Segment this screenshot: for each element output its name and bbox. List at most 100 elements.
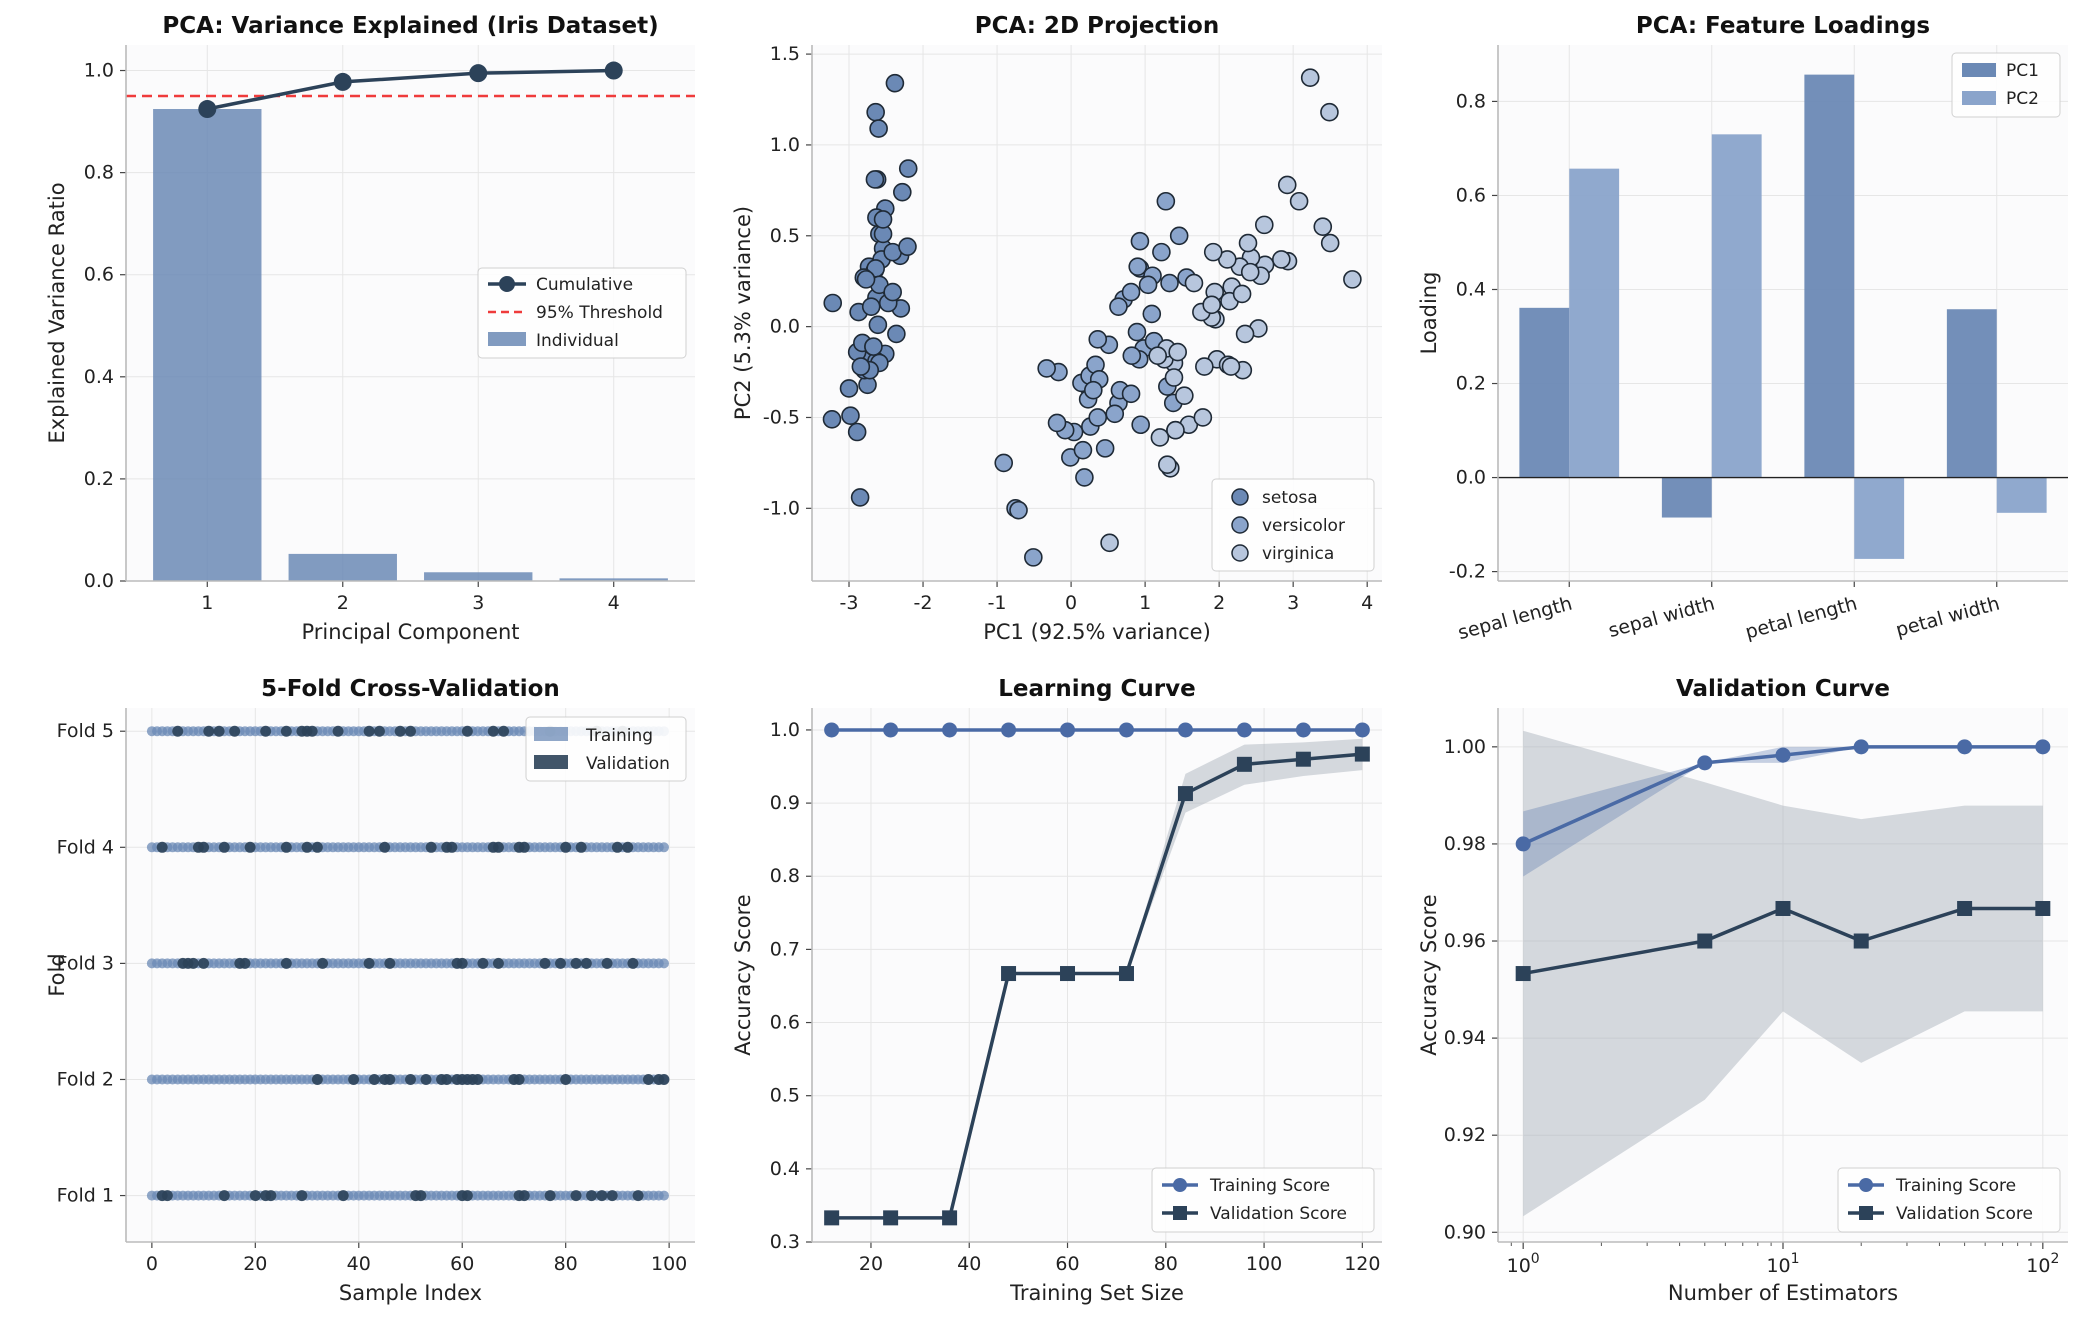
y-tick-label: 0.8 <box>770 865 800 887</box>
point-setosa <box>898 159 918 178</box>
validation-point <box>632 1190 644 1202</box>
validation-point <box>570 1190 582 1202</box>
training-point <box>1515 836 1531 852</box>
validation-point <box>513 1073 525 1085</box>
y-tick-label: 0.8 <box>84 162 114 184</box>
y-tick-label: 1.5 <box>770 43 800 65</box>
x-tick-label: -3 <box>840 592 859 614</box>
chart-title: PCA: Feature Loadings <box>1636 13 1930 39</box>
point-versicolor <box>1105 404 1125 424</box>
training-point <box>1775 747 1791 763</box>
legend-swatch <box>1231 516 1249 534</box>
point-setosa <box>866 102 885 122</box>
legend-swatch <box>488 332 526 346</box>
y-axis-label: Accuracy Score <box>731 894 755 1055</box>
validation-point <box>415 1190 427 1202</box>
validation-point <box>1515 966 1531 982</box>
validation-point <box>575 841 587 853</box>
legend-swatch <box>1859 1206 1873 1220</box>
x-tick-label: sepal length <box>1456 593 1575 645</box>
y-tick-label: 0.92 <box>1444 1124 1486 1146</box>
x-tick-exponent: 0 <box>1531 1251 1540 1267</box>
legend-label: Training Score <box>1209 1176 1330 1196</box>
validation-point <box>265 1190 277 1202</box>
legend-swatch <box>1231 544 1249 562</box>
x-tick-label: 40 <box>347 1253 371 1275</box>
validation-point <box>487 725 499 737</box>
cumulative-point <box>198 100 217 119</box>
x-axis-label: Sample Index <box>339 1281 482 1305</box>
x-tick-label: 4 <box>608 592 620 614</box>
legend-swatch <box>534 755 568 769</box>
x-tick-label: 2 <box>1213 592 1225 614</box>
point-virginica <box>1254 215 1274 235</box>
point-setosa <box>861 297 881 316</box>
legend-swatch <box>1173 1206 1187 1220</box>
y-tick-label: 0.5 <box>770 225 800 247</box>
legend <box>477 267 687 359</box>
validation-point <box>363 957 375 969</box>
training-point <box>1697 755 1713 771</box>
validation-point <box>420 1073 432 1085</box>
validation-point <box>658 1073 670 1085</box>
validation-point <box>156 841 168 853</box>
point-versicolor <box>1121 282 1141 302</box>
x-tick-label: 40 <box>957 1253 981 1275</box>
band-0 <box>1523 746 2043 877</box>
point-versicolor <box>1024 548 1043 567</box>
validation-point <box>606 1190 618 1202</box>
y-tick-label: 0.3 <box>770 1231 800 1253</box>
validation-point <box>405 1073 416 1085</box>
validation-point <box>280 957 292 969</box>
chart-cross-validation: 5-Fold Cross-Validation Sample Index Fold 0… <box>45 676 695 1305</box>
validation-point <box>384 957 396 969</box>
point-versicolor <box>994 453 1014 473</box>
point-versicolor <box>1169 226 1189 246</box>
legend-swatch <box>1962 91 1996 105</box>
x-tick-label: 3 <box>1287 592 1299 614</box>
legend-label: Training <box>585 726 653 746</box>
validation-point <box>580 957 592 969</box>
point-virginica <box>1184 273 1204 293</box>
point-setosa <box>873 210 893 229</box>
y-tick-label: 0.0 <box>84 570 114 592</box>
point-versicolor <box>1127 322 1147 342</box>
training-point <box>1118 722 1134 738</box>
x-tick-label: petal length <box>1743 593 1860 644</box>
validation-point <box>472 1073 484 1085</box>
legend-swatch <box>1173 1178 1187 1192</box>
cumulative-point <box>469 64 488 83</box>
point-virginica <box>1150 428 1170 447</box>
chart-title: PCA: 2D Projection <box>975 13 1219 39</box>
x-tick-label: 1 <box>201 592 213 614</box>
training-point <box>942 722 958 738</box>
validation-point <box>260 725 272 737</box>
validation-point <box>461 725 473 737</box>
y-tick-label: Fold 4 <box>57 836 114 858</box>
x-axis-label: Number of Estimators <box>1668 1281 1898 1305</box>
validation-point <box>461 1190 473 1202</box>
band-1 <box>1523 730 2043 1217</box>
y-tick-label: 0.6 <box>1456 184 1486 206</box>
point-versicolor <box>1142 304 1162 324</box>
y-tick-label: -0.5 <box>763 406 800 428</box>
validation-point <box>441 1073 453 1085</box>
bar-PC2 <box>1996 477 2047 513</box>
y-tick-label: Fold 1 <box>57 1185 114 1207</box>
x-tick-label: 3 <box>472 592 484 614</box>
validation-point <box>1853 933 1869 949</box>
validation-point <box>218 1190 230 1202</box>
x-tick-label: 80 <box>554 1253 578 1275</box>
x-tick-label: sepal width <box>1606 593 1717 642</box>
bar-PC2 <box>1854 477 1905 559</box>
validation-point <box>1001 966 1017 982</box>
legend-label: Cumulative <box>536 275 633 295</box>
legend-label: Training Score <box>1895 1176 2016 1196</box>
point-versicolor <box>1088 408 1108 427</box>
bar-PC2 <box>1569 168 1620 478</box>
point-virginica <box>1300 68 1320 88</box>
chart-title: PCA: Variance Explained (Iris Dataset) <box>162 13 658 39</box>
x-tick-label: 102 <box>2026 1251 2059 1277</box>
validation-point <box>622 841 634 853</box>
